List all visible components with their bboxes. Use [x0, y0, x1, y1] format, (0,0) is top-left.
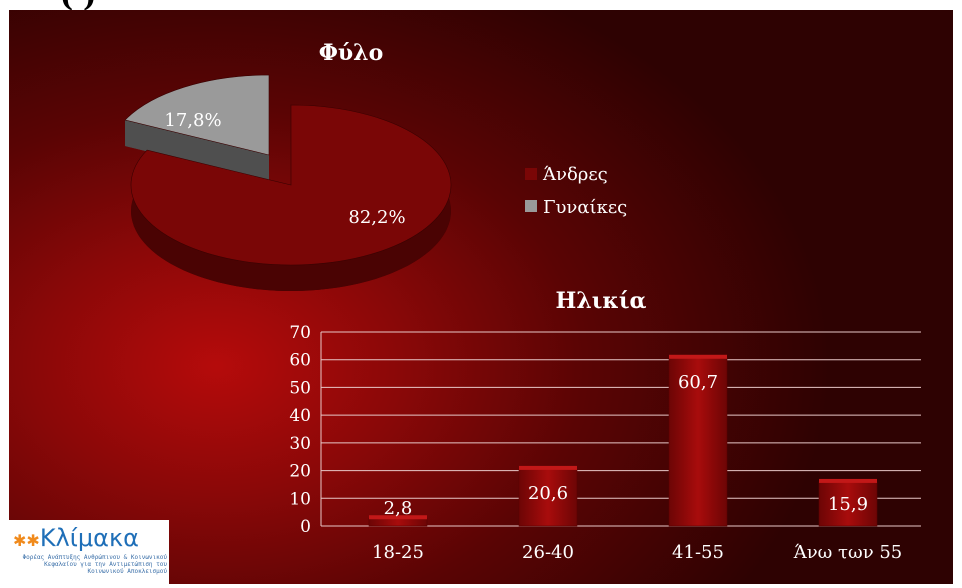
bar-title: Ηλικία [556, 288, 647, 314]
pie-label-women: 17,8% [164, 110, 221, 131]
y-tick-label: 70 [289, 323, 311, 343]
pie-slice-men [130, 104, 452, 266]
y-tick-label: 40 [289, 406, 311, 426]
x-category-label: 26-40 [522, 542, 574, 563]
legend-label-men: Άνδρες [542, 164, 608, 185]
bar-top-4 [819, 478, 877, 483]
bar-3 [668, 357, 728, 527]
pie-legend: Άνδρες Γυναίκες [525, 164, 627, 218]
klimaka-logo: ✱✱Κλίμακα Φορέας Ανάπτυξης Ανθρώπινου & … [9, 520, 169, 584]
x-category-label: 41-55 [672, 542, 724, 563]
bar-value-label: 20,6 [528, 483, 568, 504]
bar-1 [368, 517, 428, 527]
y-tick-label: 60 [289, 351, 311, 371]
bar-4 [818, 481, 878, 527]
legend-swatch-women [525, 200, 537, 212]
y-tick-label: 30 [289, 434, 311, 454]
y-tick-label: 50 [289, 378, 311, 398]
pie-slice-side-women-wall-a [125, 120, 270, 181]
x-category-label: Άνω των 55 [793, 542, 903, 563]
y-tick-label: 20 [289, 462, 311, 482]
logo-tagline: Φορέας Ανάπτυξης Ανθρώπινου & Κοινωνικού… [22, 554, 168, 575]
logo-figures-icon: ✱✱ [13, 531, 40, 550]
x-category-label: 18-25 [372, 542, 424, 563]
top-title-band: ( ) [0, 0, 962, 10]
charts-canvas: Φύλο 82,2% 17,8% Άνδρες Γυναίκες Ηλικία 0… [124, 40, 921, 563]
y-tick-label: 10 [289, 489, 311, 509]
bar-chart: 2,8 18-25 20,6 26-40 60,7 41-55 15,9 Άνω των 55 [368, 354, 903, 563]
legend-swatch-men [525, 168, 537, 180]
cropped-title-text: ( ) [60, 0, 96, 10]
bar-top-2 [519, 465, 577, 470]
legend-label-women: Γυναίκες [543, 197, 627, 218]
bar-value-label: 15,9 [828, 494, 868, 515]
bar-top-1 [369, 515, 427, 520]
y-tick-label: 0 [300, 517, 311, 537]
pie-chart: 82,2% 17,8% [124, 74, 452, 291]
slide-background: Φύλο 82,2% 17,8% Άνδρες Γυναίκες Ηλικία 0… [9, 10, 953, 584]
pie-label-men: 82,2% [348, 207, 405, 228]
logo-name: ✱✱Κλίμακα [13, 524, 139, 552]
bar-top-3 [669, 354, 727, 359]
pie-title: Φύλο [319, 40, 384, 66]
bar-value-label: 60,7 [678, 372, 718, 393]
pie-slice-women [124, 74, 270, 156]
bar-2 [518, 468, 578, 527]
bar-value-label: 2,8 [384, 498, 413, 519]
